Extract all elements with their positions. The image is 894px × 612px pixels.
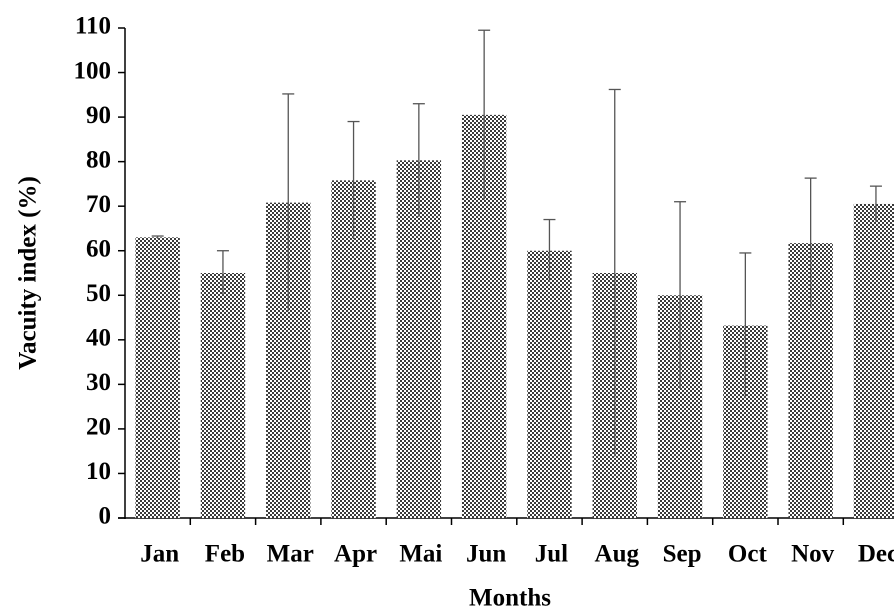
x-tick-label: Jul: [535, 541, 568, 568]
y-tick-label: 90: [86, 102, 111, 129]
y-tick-label: 100: [74, 57, 112, 84]
x-tick-label: Mai: [399, 541, 442, 568]
y-tick-label: 80: [86, 146, 111, 173]
bar: [527, 250, 572, 518]
y-tick-label: 30: [86, 369, 111, 396]
bar: [200, 273, 246, 518]
y-tick-label: 70: [86, 191, 111, 218]
x-tick-label: Jun: [466, 541, 506, 568]
y-tick-label: 10: [86, 458, 111, 485]
x-tick-label: Mar: [267, 541, 314, 568]
y-tick-label: 110: [75, 13, 111, 40]
x-tick-label: Oct: [728, 541, 768, 568]
y-tick-label: 40: [86, 325, 111, 352]
y-tick-label: 20: [86, 414, 111, 441]
x-tick-label: Apr: [334, 541, 377, 568]
x-axis-label: Months: [469, 585, 551, 612]
bar: [396, 160, 442, 519]
x-tick-label: Nov: [791, 541, 835, 568]
y-axis-label: Vacuity index (%): [15, 176, 42, 370]
x-tick-label: Dec: [858, 541, 894, 568]
x-tick-label: Feb: [205, 541, 245, 568]
x-tick-label: Jan: [140, 541, 179, 568]
y-tick-label: 50: [86, 280, 111, 307]
x-tick-label: Sep: [663, 541, 702, 568]
bar: [853, 203, 894, 519]
x-tick-label: Aug: [595, 541, 640, 568]
bar: [135, 237, 180, 518]
y-tick-label: 0: [99, 503, 112, 530]
y-tick-label: 60: [86, 235, 111, 262]
